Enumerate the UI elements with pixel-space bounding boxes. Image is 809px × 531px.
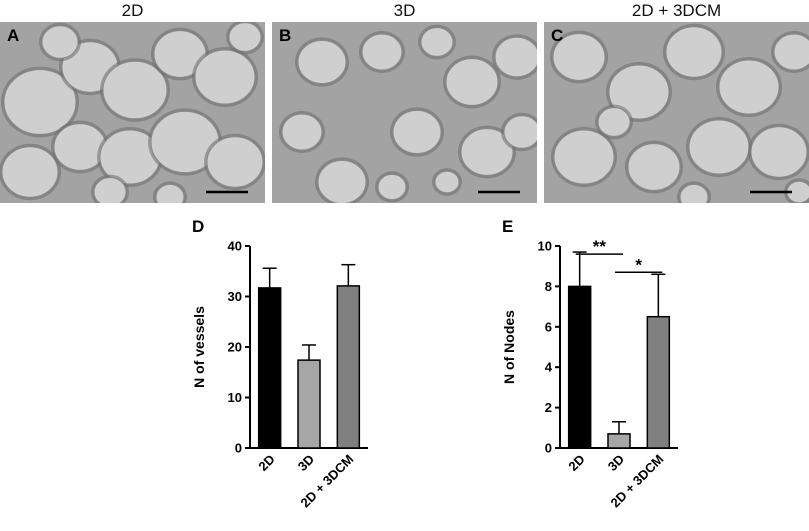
y-tick-label: 0 [235, 441, 242, 456]
micrograph-a: A [0, 22, 265, 203]
bar-2d [257, 287, 282, 449]
panel-e-label: E [502, 217, 513, 236]
x-tick-label: 3D [605, 452, 627, 474]
y-tick-label: 0 [545, 441, 552, 456]
y-tick-label: 10 [538, 239, 552, 254]
micrograph-c: C [544, 22, 809, 203]
y-tick-label: 2 [545, 400, 552, 415]
x-tick-label: 2D [255, 452, 277, 474]
y-axis-label: N of Nodes [501, 310, 517, 384]
bar-2d-3dcm [336, 285, 361, 449]
panel-c-title: 2D + 3DCM [631, 1, 722, 20]
y-tick-label: 40 [228, 239, 242, 254]
micrograph-b: B [272, 22, 537, 203]
panel-b-label: B [279, 26, 291, 45]
micrograph-c-image: C [544, 22, 809, 203]
panel-a-label: A [7, 26, 19, 45]
x-tick-label: 3D [295, 452, 317, 474]
chart-e: E 0 2 4 6 8 10 N of Nodes 2D 3D 2D + 3DCM ** * [500, 212, 740, 531]
bar-3d [607, 433, 631, 449]
y-tick-label: 30 [228, 289, 242, 304]
y-axis-label: N of vessels [191, 306, 207, 388]
bar-3d [297, 359, 321, 449]
panel-c-label: C [551, 26, 563, 45]
bar-2d [567, 285, 592, 449]
significance-label: ** [593, 237, 607, 256]
y-tick-label: 8 [545, 279, 552, 294]
bar-2d-3dcm [646, 315, 671, 449]
chart-d: D 0 10 20 30 40 N of vessels 2D 3D 2D + 3DCM [190, 212, 430, 531]
micrograph-b-image: B [272, 22, 537, 203]
panel-a-title: 2D [121, 1, 144, 20]
micrograph-a-image: A [0, 22, 265, 203]
y-tick-label: 4 [545, 360, 553, 375]
panel-d-label: D [192, 217, 204, 236]
y-tick-label: 20 [228, 340, 242, 355]
significance-label: * [635, 255, 642, 274]
y-tick-label: 10 [228, 390, 242, 405]
panel-b-title: 3D [393, 1, 416, 20]
y-tick-label: 6 [545, 319, 552, 334]
x-tick-label: 2D [565, 452, 587, 474]
